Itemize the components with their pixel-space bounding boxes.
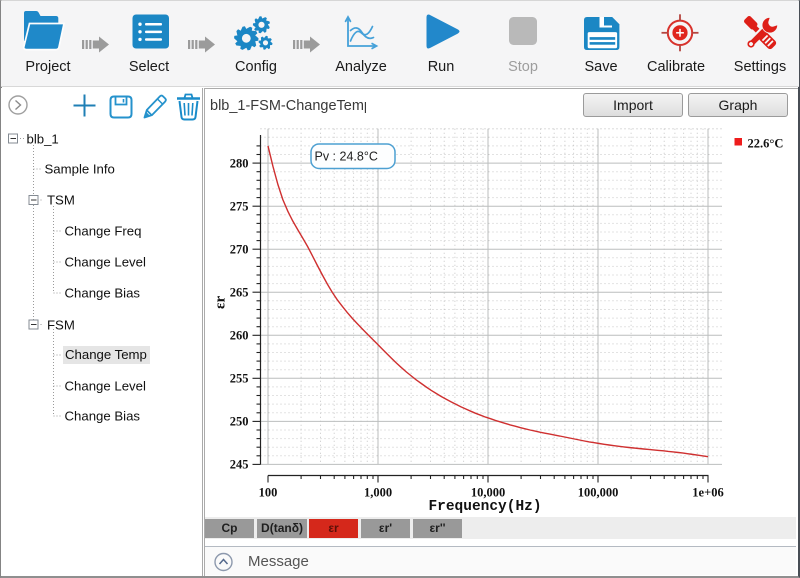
svg-text:εr: εr: [213, 296, 229, 309]
svg-text:260: 260: [230, 329, 249, 343]
svg-text:250: 250: [230, 415, 249, 429]
svg-text:245: 245: [230, 458, 249, 472]
svg-text:100: 100: [259, 486, 278, 500]
svg-text:100,000: 100,000: [578, 486, 619, 500]
svg-text:280: 280: [230, 156, 249, 170]
svg-text:1,000: 1,000: [364, 486, 392, 500]
svg-text:22.6°C: 22.6°C: [748, 137, 784, 151]
svg-text:Pv : 24.8°C: Pv : 24.8°C: [315, 150, 378, 164]
svg-text:270: 270: [230, 242, 249, 256]
svg-text:10,000: 10,000: [471, 486, 505, 500]
svg-text:255: 255: [230, 372, 249, 386]
svg-text:275: 275: [230, 199, 249, 213]
svg-text:1e+06: 1e+06: [692, 486, 723, 500]
svg-text:Frequency(Hz): Frequency(Hz): [428, 499, 541, 515]
svg-text:265: 265: [230, 285, 249, 299]
